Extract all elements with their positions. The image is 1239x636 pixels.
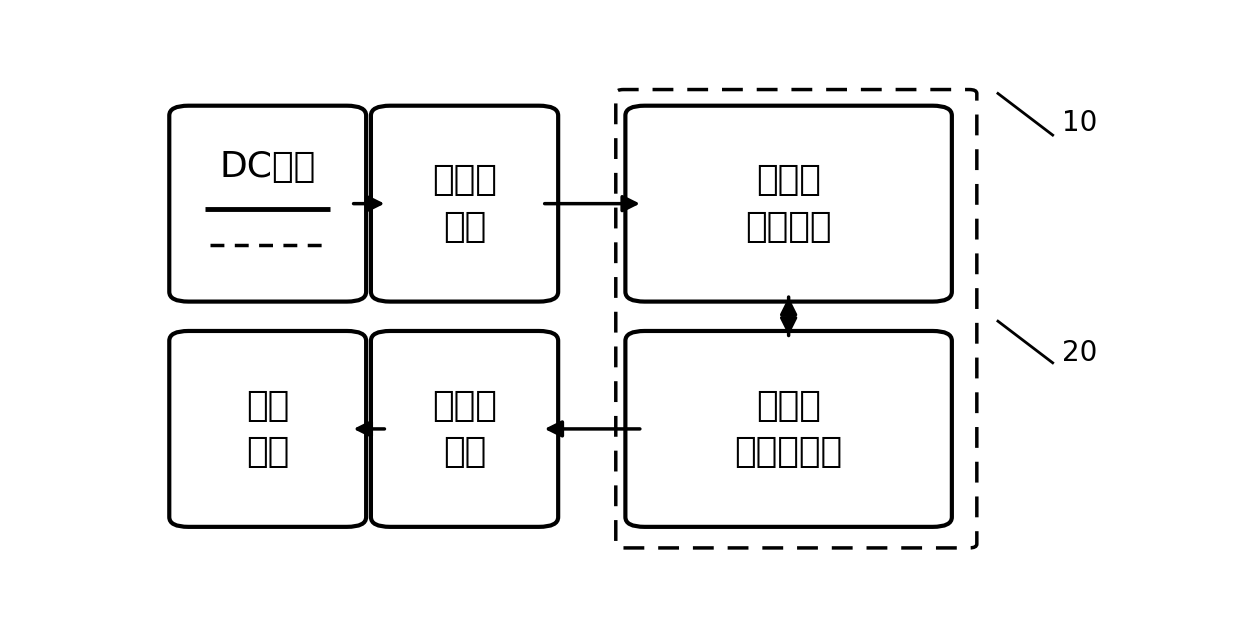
Text: DC输入: DC输入	[219, 150, 316, 184]
FancyBboxPatch shape	[370, 106, 559, 301]
Text: 发射端: 发射端	[756, 163, 821, 197]
Text: 设备: 设备	[247, 435, 290, 469]
Text: 发射端: 发射端	[432, 163, 497, 197]
FancyBboxPatch shape	[626, 106, 952, 301]
Text: 共振线圈: 共振线圈	[746, 210, 831, 244]
Text: 10: 10	[1062, 109, 1098, 137]
Text: 接收端: 接收端	[756, 389, 821, 423]
FancyBboxPatch shape	[626, 331, 952, 527]
Text: 电路: 电路	[442, 210, 486, 244]
FancyBboxPatch shape	[170, 331, 367, 527]
Text: 负载: 负载	[247, 389, 290, 423]
Text: 20: 20	[1062, 339, 1098, 367]
FancyBboxPatch shape	[370, 331, 559, 527]
FancyBboxPatch shape	[170, 106, 367, 301]
Text: 非共振线圈: 非共振线圈	[735, 435, 843, 469]
Text: 接收端: 接收端	[432, 389, 497, 423]
Text: 电路: 电路	[442, 435, 486, 469]
